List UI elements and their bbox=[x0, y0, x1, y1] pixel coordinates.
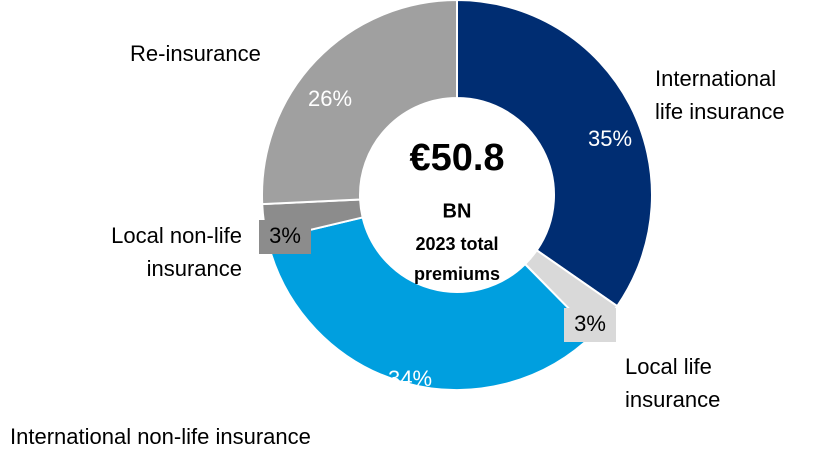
category-label: International bbox=[655, 66, 776, 91]
category-label: life insurance bbox=[655, 99, 785, 124]
value-label: 3% bbox=[574, 311, 606, 336]
value-label-box bbox=[564, 308, 616, 342]
category-label: Re-insurance bbox=[130, 41, 261, 66]
donut-slice bbox=[456, 0, 653, 308]
category-label: Local non-life bbox=[111, 223, 242, 248]
value-label: 34% bbox=[388, 366, 432, 391]
category-label: insurance bbox=[147, 256, 242, 281]
category-label: insurance bbox=[625, 387, 720, 412]
value-label: 26% bbox=[308, 86, 352, 111]
center-text: €50.8 bbox=[409, 137, 504, 179]
center-text: premiums bbox=[414, 264, 500, 284]
center-text: 2023 total bbox=[415, 234, 498, 254]
center-text: BN bbox=[443, 200, 472, 222]
value-label: 35% bbox=[588, 126, 632, 151]
category-label: International non-life insurance bbox=[10, 424, 311, 449]
donut-slice bbox=[266, 216, 596, 391]
donut-slice bbox=[261, 0, 458, 206]
value-label-box bbox=[259, 220, 311, 254]
category-label: Local life bbox=[625, 354, 712, 379]
value-label: 3% bbox=[269, 223, 301, 248]
